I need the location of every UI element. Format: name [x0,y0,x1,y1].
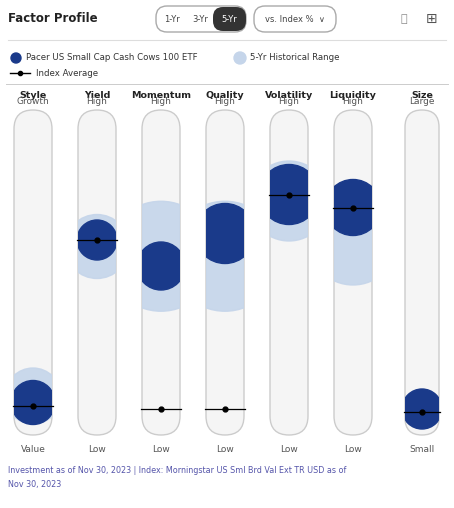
Circle shape [249,161,329,241]
FancyBboxPatch shape [254,6,336,32]
Text: High: High [343,98,364,107]
Text: Growth: Growth [17,98,49,107]
Text: Yield: Yield [84,90,110,100]
Text: Pacer US Small Cap Cash Cows 100 ETF: Pacer US Small Cap Cash Cows 100 ETF [26,53,197,62]
Text: Large: Large [409,98,435,107]
Circle shape [402,389,442,429]
Circle shape [65,214,129,278]
Text: 5-Yr: 5-Yr [221,15,237,23]
Circle shape [11,380,55,425]
Text: High: High [151,98,172,107]
Text: Liquidity: Liquidity [330,90,376,100]
Text: vs. Index %  ∨: vs. Index % ∨ [265,15,325,23]
Text: Small: Small [410,444,434,454]
Circle shape [325,179,381,236]
Text: High: High [279,98,300,107]
Text: Volatility: Volatility [265,90,313,100]
Text: Low: Low [280,444,298,454]
Circle shape [137,242,185,290]
Text: ⊞: ⊞ [426,12,438,26]
Circle shape [11,53,21,63]
Text: Investment as of Nov 30, 2023 | Index: Morningstar US Sml Brd Val Ext TR USD as : Investment as of Nov 30, 2023 | Index: M… [8,466,346,475]
FancyBboxPatch shape [142,110,180,435]
Text: 1-Yr: 1-Yr [164,15,180,23]
FancyBboxPatch shape [334,110,372,435]
FancyBboxPatch shape [206,110,244,435]
Text: High: High [215,98,236,107]
Circle shape [195,204,255,264]
Text: Momentum: Momentum [131,90,191,100]
Circle shape [77,220,117,260]
Circle shape [106,201,216,311]
Text: Value: Value [20,444,45,454]
Text: 3-Yr: 3-Yr [192,15,208,23]
FancyBboxPatch shape [270,110,308,435]
Text: Style: Style [20,90,47,100]
Text: Nov 30, 2023: Nov 30, 2023 [8,480,61,489]
Text: Low: Low [216,444,234,454]
Circle shape [308,195,398,285]
Text: ⓘ: ⓘ [401,14,407,24]
Text: Index Average: Index Average [36,69,98,78]
Text: Quality: Quality [206,90,244,100]
Text: Size: Size [411,90,433,100]
Text: Low: Low [344,444,362,454]
Circle shape [5,368,61,424]
FancyBboxPatch shape [405,110,439,435]
Circle shape [234,52,246,64]
Text: High: High [87,98,108,107]
FancyBboxPatch shape [14,110,52,435]
FancyBboxPatch shape [213,7,246,31]
Text: Low: Low [152,444,170,454]
FancyBboxPatch shape [0,0,454,35]
Circle shape [170,201,280,311]
Text: Factor Profile: Factor Profile [8,12,98,24]
Text: 5-Yr Historical Range: 5-Yr Historical Range [250,53,340,62]
FancyBboxPatch shape [78,110,116,435]
Text: Low: Low [88,444,106,454]
FancyBboxPatch shape [156,6,246,32]
Circle shape [259,165,319,225]
